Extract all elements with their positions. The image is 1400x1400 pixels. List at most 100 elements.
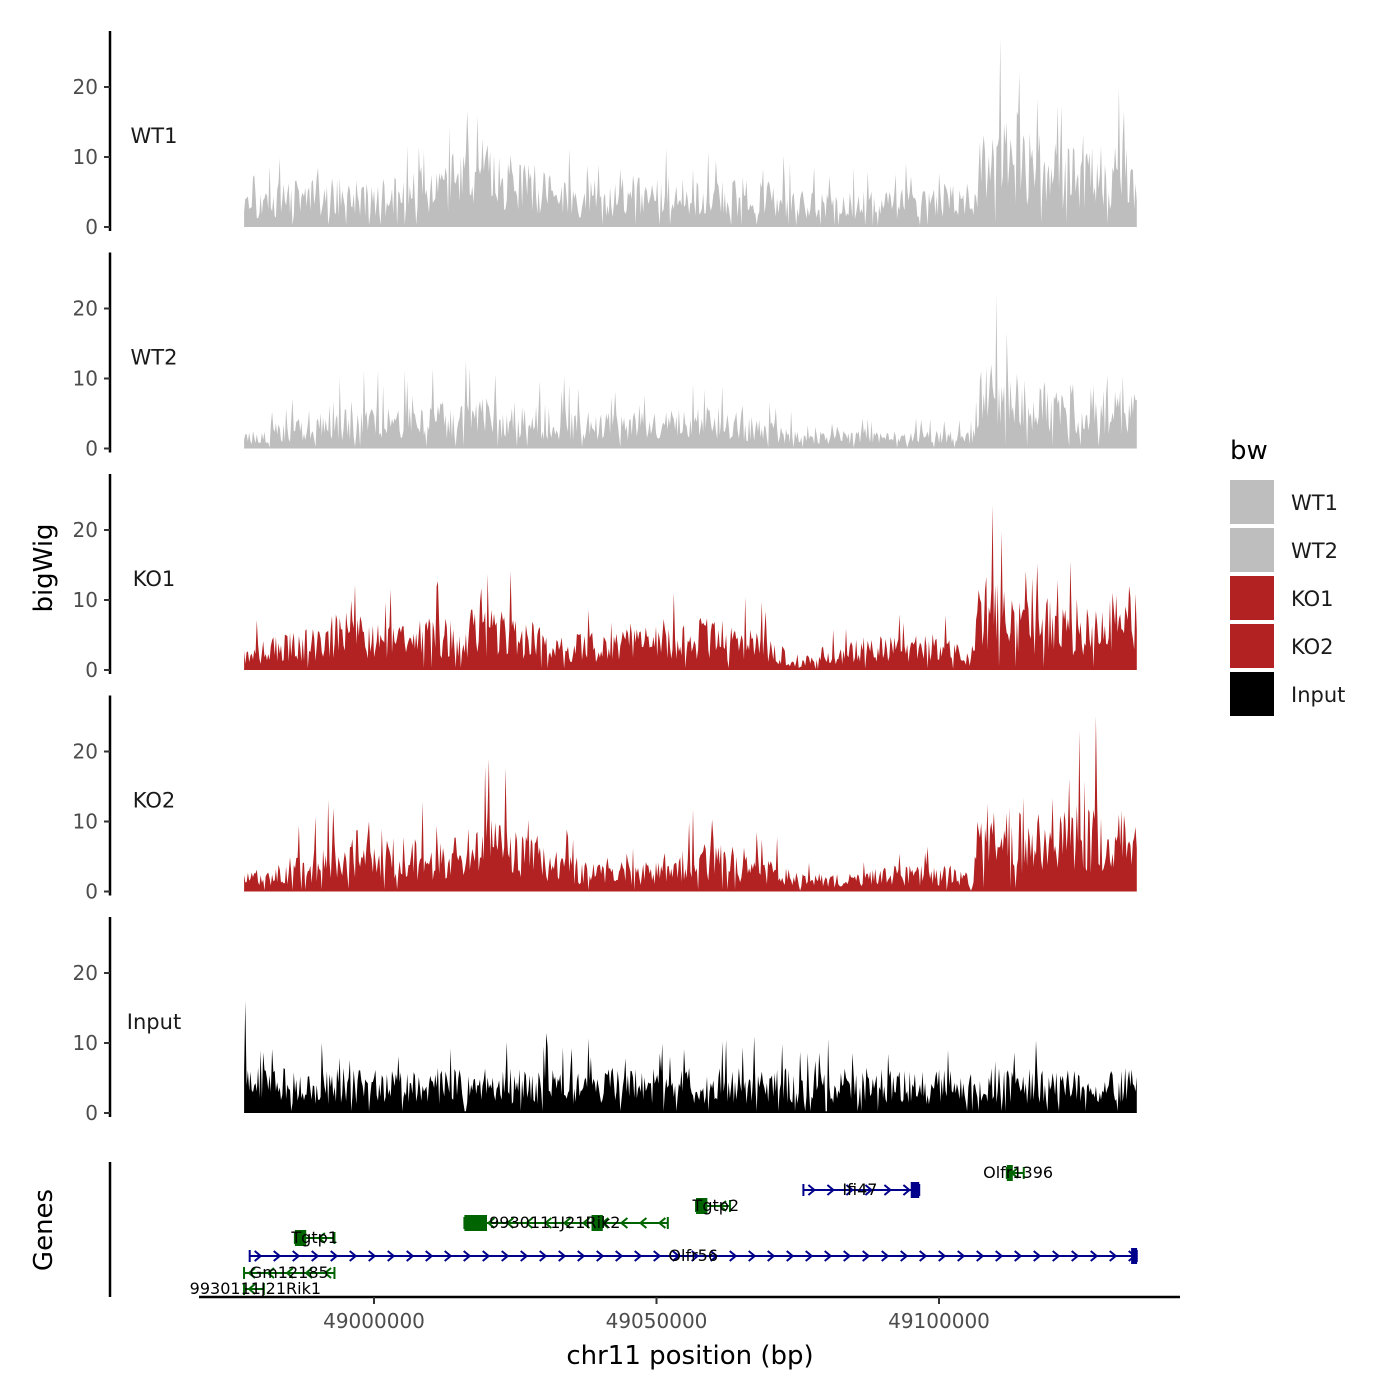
- strand-chevron: [596, 1250, 605, 1262]
- track-label: Input: [127, 1010, 181, 1034]
- track-input: 0 10 20 Input: [73, 917, 1137, 1125]
- x-tick-label: 49000000: [323, 1309, 425, 1333]
- strand-chevron: [254, 1250, 263, 1262]
- strand-chevron: [562, 1217, 572, 1229]
- y-tick-label: 10: [73, 810, 98, 834]
- strand-chevron: [285, 1267, 294, 1279]
- gene-olfr56: Olfr56: [248, 1246, 1138, 1265]
- strand-chevron: [1090, 1250, 1099, 1262]
- strand-chevron: [558, 1250, 567, 1262]
- strand-chevron: [520, 1250, 529, 1262]
- gene-label: 9930111J21Rik2: [489, 1213, 620, 1232]
- strand-chevron: [900, 1250, 909, 1262]
- strand-chevron: [292, 1250, 301, 1262]
- genes-track: Olfr1396 Ifi47 Tgtp2 9930111J21Rik2 Tgtp1 Olf…: [108, 1162, 1138, 1298]
- legend: bw WT1 WT2 KO1 KO2 Input: [1230, 436, 1345, 716]
- signal-area-input: [244, 1001, 1137, 1113]
- genes-track-title: Genes: [29, 1189, 59, 1271]
- strand-chevron: [995, 1250, 1004, 1262]
- strand-chevron: [368, 1250, 377, 1262]
- gene-gm12185: Gm12185: [243, 1263, 336, 1282]
- legend-label-wt2: WT2: [1291, 539, 1338, 563]
- legend-label-ko1: KO1: [1291, 587, 1334, 611]
- strand-chevron: [304, 1267, 313, 1279]
- legend-label-ko2: KO2: [1291, 635, 1334, 659]
- y-tick-label: 10: [73, 145, 98, 169]
- legend-key-wt1: [1230, 480, 1274, 524]
- track-label: KO2: [133, 789, 176, 813]
- y-tick-label: 20: [73, 297, 98, 321]
- strand-chevron: [1071, 1250, 1080, 1262]
- gene-label: Tgtp2: [692, 1196, 740, 1215]
- track-wt2: 0 10 20 WT2: [73, 252, 1137, 461]
- strand-chevron: [330, 1250, 339, 1262]
- legend-key-ko2: [1230, 624, 1274, 668]
- signal-area-ko2: [244, 716, 1137, 892]
- strand-chevron: [1014, 1250, 1023, 1262]
- strand-chevron: [486, 1217, 496, 1229]
- strand-chevron: [581, 1217, 591, 1229]
- gene-label: Olfr1396: [983, 1163, 1053, 1182]
- strand-chevron: [691, 1250, 700, 1262]
- legend-label-wt1: WT1: [1291, 491, 1338, 515]
- strand-chevron: [524, 1217, 534, 1229]
- strand-chevron: [615, 1250, 624, 1262]
- gene-exon: [294, 1230, 307, 1246]
- gene-9930111j21rik2: 9930111J21Rik2: [463, 1213, 669, 1232]
- strand-chevron: [577, 1250, 586, 1262]
- gene-olfr1396: Olfr1396: [983, 1163, 1053, 1182]
- strand-chevron: [881, 1250, 890, 1262]
- strand-chevron: [311, 1250, 320, 1262]
- gene-tgtp1: Tgtp1: [290, 1228, 338, 1247]
- y-tick-label: 0: [85, 880, 98, 904]
- gene-9930111j21rik1: 9930111J21Rik1: [190, 1279, 321, 1298]
- strand-chevron: [845, 1184, 854, 1196]
- strand-chevron: [938, 1250, 947, 1262]
- x-axis-title: chr11 position (bp): [566, 1341, 813, 1371]
- track-label: WT1: [131, 124, 178, 148]
- strand-chevron: [619, 1217, 629, 1229]
- gene-exon: [1006, 1165, 1013, 1181]
- strand-chevron: [826, 1184, 835, 1196]
- strand-chevron: [864, 1184, 873, 1196]
- strand-chevron: [883, 1184, 892, 1196]
- strand-chevron: [1052, 1250, 1061, 1262]
- strand-chevron: [653, 1250, 662, 1262]
- x-axis: 49000000 49050000 49100000: [199, 1295, 1180, 1333]
- gene-label: 9930111J21Rik1: [190, 1279, 321, 1298]
- strand-chevron: [638, 1217, 648, 1229]
- strand-chevron: [976, 1250, 985, 1262]
- y-tick-label: 20: [73, 961, 98, 985]
- y-axis-title: bigWig: [29, 523, 59, 612]
- gene-label: Ifi47: [842, 1180, 877, 1199]
- tracks-layer: 0 10 20 WT1 0 10 20 WT2 0 10 20 KO1 0 10 20 KO2 0 10 20 Inp…: [73, 31, 1137, 1125]
- y-tick-label: 20: [73, 518, 98, 542]
- y-tick-label: 0: [85, 658, 98, 682]
- gene-label: Olfr56: [668, 1246, 718, 1265]
- strand-chevron: [273, 1250, 282, 1262]
- strand-chevron: [543, 1217, 553, 1229]
- strand-chevron: [902, 1184, 911, 1196]
- track-label: KO1: [133, 567, 176, 591]
- strand-chevron: [919, 1250, 928, 1262]
- strand-chevron: [505, 1217, 515, 1229]
- signal-area-wt2: [244, 294, 1137, 449]
- gene-exon: [464, 1215, 487, 1231]
- y-tick-label: 0: [85, 215, 98, 239]
- gene-label: Tgtp1: [290, 1228, 338, 1247]
- strand-chevron: [501, 1250, 510, 1262]
- strand-chevron: [425, 1250, 434, 1262]
- strand-chevron: [1033, 1250, 1042, 1262]
- track-wt1: 0 10 20 WT1: [73, 31, 1137, 239]
- signal-area-wt1: [244, 38, 1137, 227]
- strand-chevron: [317, 1232, 326, 1244]
- gene-exon: [591, 1215, 603, 1231]
- strand-chevron: [748, 1250, 757, 1262]
- gene-exon: [696, 1198, 708, 1214]
- strand-chevron: [406, 1250, 415, 1262]
- track-label: WT2: [131, 346, 178, 370]
- strand-chevron: [247, 1267, 256, 1279]
- strand-chevron: [463, 1250, 472, 1262]
- strand-chevron: [387, 1250, 396, 1262]
- strand-chevron: [805, 1250, 814, 1262]
